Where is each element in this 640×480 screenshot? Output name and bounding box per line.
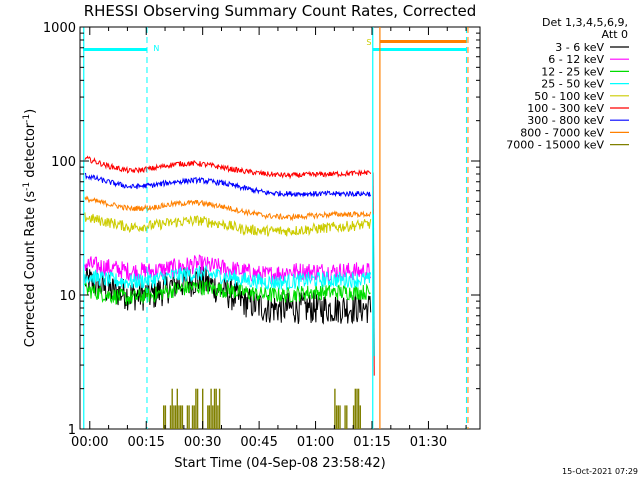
legend-label-1: 6 - 12 keV <box>548 53 604 66</box>
x-tick-label: 00:45 <box>240 435 277 450</box>
legend-label-6: 300 - 800 keV <box>527 114 604 127</box>
y-axis-label-part2: detector <box>23 122 38 182</box>
date-stamp: 15-Oct-2021 07:29 <box>562 467 638 476</box>
x-tick-label: 00:00 <box>71 435 108 450</box>
plot-frame <box>79 26 481 430</box>
legend-label-3: 25 - 50 keV <box>541 78 604 91</box>
y-tick-label: 10 <box>59 289 76 304</box>
legend-title-line1: Det 1,3,4,5,6,9, <box>542 16 628 29</box>
legend-title-line2: Att 0 <box>602 28 628 41</box>
x-tick-label: 00:15 <box>127 435 164 450</box>
plot-area: NS 00:00 00:15 00:30 00:45 01:00 01:15 01:3011… <box>43 21 481 450</box>
data-layer <box>84 155 375 429</box>
series-line-6 <box>84 172 372 198</box>
y-axis-label-sup2: -1 <box>22 114 32 123</box>
series-line-7 <box>84 195 372 222</box>
y-axis-label-part3: ) <box>23 109 38 114</box>
legend-label-4: 50 - 100 keV <box>534 90 604 103</box>
x-tick-label: 01:15 <box>353 435 390 450</box>
overlay-layer: NS <box>83 27 469 429</box>
legend-label-0: 3 - 6 keV <box>555 41 604 54</box>
series-line-3 <box>84 264 372 291</box>
series-line-4 <box>84 212 372 237</box>
series-line-2 <box>84 279 371 305</box>
saa-marker-label: S <box>366 38 371 47</box>
series-line-5 <box>84 155 372 180</box>
legend-label-2: 12 - 25 keV <box>541 65 604 78</box>
axis-ticks: 00:00 00:15 00:30 00:45 01:00 01:15 01:30 1 10 10… <box>43 21 480 450</box>
x-tick-label: 01:30 <box>410 435 447 450</box>
y-axis-label: Corrected Count Rate (s-1 detector-1) <box>22 109 38 347</box>
series-line-0 <box>84 264 372 325</box>
series-bursts-8 <box>162 388 361 429</box>
x-tick-label: 00:30 <box>184 435 221 450</box>
y-axis-label-part1: Corrected Count Rate (s <box>23 191 38 348</box>
x-axis-label: Start Time (04-Sep-08 23:58:42) <box>174 456 385 471</box>
y-axis-label-sup1: -1 <box>22 182 32 191</box>
night-marker-label: N <box>153 44 159 53</box>
x-tick-label: 01:00 <box>297 435 334 450</box>
drop-off-cyan <box>373 214 375 357</box>
legend-label-5: 100 - 300 keV <box>527 102 604 115</box>
chart-title: RHESSI Observing Summary Count Rates, Co… <box>84 2 477 20</box>
legend-label-7: 800 - 7000 keV <box>520 126 604 139</box>
y-tick-label: 100 <box>51 155 76 170</box>
y-tick-label: 1000 <box>43 21 76 36</box>
y-tick-label: 1 <box>68 423 76 438</box>
legend-label-8: 7000 - 15000 keV <box>506 139 604 152</box>
